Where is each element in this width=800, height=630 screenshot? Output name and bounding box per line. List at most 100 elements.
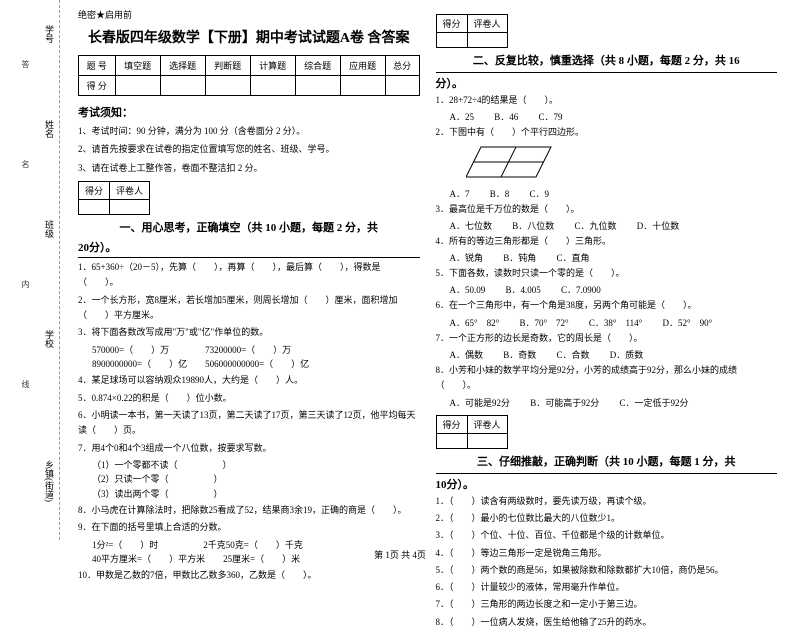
section3-title: 三、仔细推敲，正确判断（共 10 小题，每题 1 分，共 (436, 453, 778, 469)
question: 8．小芳和小妹的数学平均分是92分，小芳的成绩高于92分，那么小妹的成绩（ ）。 (436, 363, 778, 394)
section2-title: 二、反复比较，慎重选择（共 8 小题，每题 2 分，共 16 (436, 52, 778, 68)
notice-title: 考试须知： (78, 104, 420, 120)
table-cell (160, 76, 205, 96)
mini-score-table: 得分评卷人 (78, 181, 150, 215)
content-area: 绝密★启用前 长春版四年级数学【下册】期中考试试题A卷 含答案 题 号 填空题 … (60, 0, 800, 540)
options: A．锐角 B．钝角 C．直角 (436, 251, 778, 264)
option: D．52° 90° (663, 318, 713, 328)
mini-score-cell (110, 200, 150, 215)
question: 2．（ ）最小的七位数比最大的八位数少1。 (436, 511, 778, 526)
option: A．可能是92分 (450, 398, 511, 408)
question: 6．小明读一本书，第一天读了13页，第二天读了17页，第三天读了12页，他平均每… (78, 408, 420, 439)
exam-title: 长春版四年级数学【下册】期中考试试题A卷 含答案 (78, 27, 420, 47)
option: C．合数 (557, 350, 590, 360)
question: 3．最高位是千万位的数是（ ）。 (436, 202, 778, 217)
binding-hint: 名 (20, 160, 31, 168)
question: 1．28+72÷4的结果是（ ）。 (436, 93, 778, 108)
option: A．偶数 (450, 350, 484, 360)
option: A．7 (450, 189, 470, 199)
question: 3．将下面各数改写成用"万"或"亿"作单位的数。 (78, 325, 420, 340)
question: 5．0.874×0.22的积是（ ）位小数。 (78, 391, 420, 406)
options: A．65° 82° B．70° 72° C．38° 114° D．52° 90° (436, 316, 778, 329)
question: 10．甲数是乙数的7倍，甲数比乙数多360，乙数是（ ）。 (78, 568, 420, 583)
question: 6．（ ）计量较少的液体，常用毫升作单位。 (436, 580, 778, 595)
question: 4．所有的等边三角形都是（ ）三角形。 (436, 234, 778, 249)
binding-hint: 线 (20, 380, 31, 388)
table-header: 应用题 (340, 56, 385, 76)
question: 2．一个长方形，宽8厘米，若长增加5厘米，则周长增加（ ）厘米，面积增加（ ）平… (78, 293, 420, 324)
section3-title2: 10分）。 (436, 476, 778, 492)
option: C．9 (530, 189, 550, 199)
table-header: 题 号 (79, 56, 116, 76)
option: D．质数 (610, 350, 644, 360)
notice-item: 3、请在试卷上工整作答，卷面不整洁扣 2 分。 (78, 161, 420, 175)
question: 8．小马虎在计算除法时，把除数25看成了52，结果商3余19，正确的商是（ ）。 (78, 503, 420, 518)
question: 7．一个正方形的边长是奇数，它的周长是（ ）。 (436, 331, 778, 346)
mini-score-table: 得分评卷人 (436, 14, 508, 48)
sub-question: （1）一个零都不读（ ） (78, 458, 420, 472)
table-header: 判断题 (205, 56, 250, 76)
question: 7．用4个0和4个3组成一个八位数，按要求写数。 (78, 441, 420, 456)
mini-score-cell: 得分 (436, 15, 467, 33)
question: 5．下面各数，读数时只读一个零的是（ ）。 (436, 266, 778, 281)
option: C．一定低于92分 (620, 398, 689, 408)
score-table: 题 号 填空题 选择题 判断题 计算题 综合题 应用题 总分 得 分 (78, 55, 420, 96)
question: 9．在下面的括号里填上合适的分数。 (78, 520, 420, 535)
sub-question: 8900000000=（ ）亿 506000000000=（ ）亿 (78, 357, 420, 371)
notice-item: 2、请首先按要求在试卷的指定位置填写您的姓名、班级、学号。 (78, 142, 420, 156)
option: A．50.09 (450, 285, 486, 295)
section2-title2: 分）。 (436, 75, 778, 91)
options: A．50.09 B．4.005 C．7.0900 (436, 283, 778, 296)
option: A．锐角 (450, 253, 484, 263)
option: B．钝角 (503, 253, 536, 263)
option: C．38° 114° (589, 318, 642, 328)
option: C．九位数 (575, 221, 617, 231)
option: D．十位数 (637, 221, 680, 231)
table-cell (295, 76, 340, 96)
table-cell (250, 76, 295, 96)
options: A．偶数 B．奇数 C．合数 D．质数 (436, 348, 778, 361)
option: A．25 (450, 112, 475, 122)
sub-question: （3）读出两个零（ ） (78, 487, 420, 501)
question: 8．（ ）一位病人发烧，医生给他输了25升的药水。 (436, 615, 778, 630)
table-header: 综合题 (295, 56, 340, 76)
options: A．7 B．8 C．9 (436, 187, 778, 200)
option: B．八位数 (512, 221, 554, 231)
table-header: 填空题 (115, 56, 160, 76)
mini-score-cell (467, 33, 507, 48)
parallelogram-icon (466, 145, 556, 180)
question: 7．（ ）三角形的两边长度之和一定小于第三边。 (436, 597, 778, 612)
option: B．46 (494, 112, 518, 122)
option: B．8 (490, 189, 510, 199)
section1-title2: 20分）。 (78, 239, 420, 255)
table-cell (340, 76, 385, 96)
mini-score-cell: 得分 (436, 415, 467, 433)
option: A．七位数 (450, 221, 493, 231)
sub-question: 570000=（ ）万 73200000=（ ）万 (78, 343, 420, 357)
parallelogram-diagram (466, 145, 778, 183)
options: A．七位数 B．八位数 C．九位数 D．十位数 (436, 219, 778, 232)
table-header: 总分 (385, 56, 419, 76)
binding-hint: 内 (20, 280, 31, 288)
binding-label: 乡镇(街道) (43, 460, 56, 502)
binding-hint: 答 (20, 60, 31, 68)
question: 5．（ ）两个数的商是56，如果被除数和除数都扩大10倍，商仍是56。 (436, 563, 778, 578)
table-cell (115, 76, 160, 96)
question: 1．65+360÷（20－5），先算（ ），再算（ ），最后算（ ），得数是（ … (78, 260, 420, 291)
table-header: 计算题 (250, 56, 295, 76)
mini-score-cell: 得分 (79, 182, 110, 200)
right-column: 得分评卷人 二、反复比较，慎重选择（共 8 小题，每题 2 分，共 16 分）。… (428, 8, 786, 540)
mini-score-cell: 评卷人 (110, 182, 150, 200)
option: C．7.0900 (561, 285, 601, 295)
page-footer: 第 1页 共 4页 (0, 548, 800, 561)
section1-title: 一、用心思考，正确填空（共 10 小题，每题 2 分，共 (78, 219, 420, 235)
table-cell (385, 76, 419, 96)
question: 1．（ ）读含有两级数时，要先读万级，再读个级。 (436, 494, 778, 509)
question: 2．下图中有（ ）个平行四边形。 (436, 125, 778, 140)
options: A．可能是92分 B．可能高于92分 C．一定低于92分 (436, 396, 778, 409)
sub-question: （2）只读一个零（ ） (78, 472, 420, 486)
question: 3．（ ）个位、十位、百位、千位都是个级的计数单位。 (436, 528, 778, 543)
option: B．4.005 (506, 285, 541, 295)
left-column: 绝密★启用前 长春版四年级数学【下册】期中考试试题A卷 含答案 题 号 填空题 … (70, 8, 428, 540)
option: C．直角 (557, 253, 590, 263)
